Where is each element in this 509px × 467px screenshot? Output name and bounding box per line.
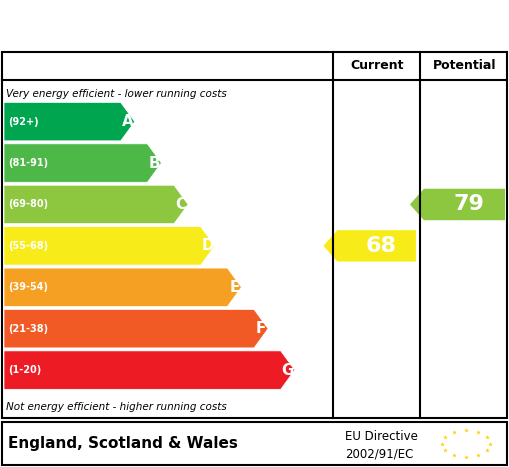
Polygon shape xyxy=(323,230,416,262)
Text: E: E xyxy=(229,280,240,295)
Text: England, Scotland & Wales: England, Scotland & Wales xyxy=(8,436,238,451)
Text: A: A xyxy=(122,114,133,129)
Text: (81-91): (81-91) xyxy=(8,158,48,168)
Text: D: D xyxy=(202,238,214,254)
Polygon shape xyxy=(4,310,268,348)
Text: 68: 68 xyxy=(365,236,396,256)
Text: Potential: Potential xyxy=(433,59,496,72)
Text: Not energy efficient - higher running costs: Not energy efficient - higher running co… xyxy=(6,402,227,412)
Polygon shape xyxy=(4,185,188,224)
Polygon shape xyxy=(4,102,135,141)
Polygon shape xyxy=(4,144,161,182)
Text: Current: Current xyxy=(350,59,404,72)
Text: B: B xyxy=(149,156,160,170)
Text: (92+): (92+) xyxy=(8,117,39,127)
Text: Energy Efficiency Rating: Energy Efficiency Rating xyxy=(15,15,322,35)
Text: Very energy efficient - lower running costs: Very energy efficient - lower running co… xyxy=(6,90,227,99)
Text: F: F xyxy=(256,321,266,336)
Text: (1-20): (1-20) xyxy=(8,365,41,375)
Text: EU Directive: EU Directive xyxy=(345,430,418,443)
Text: (69-80): (69-80) xyxy=(8,199,48,210)
Polygon shape xyxy=(4,351,295,389)
Polygon shape xyxy=(4,268,241,306)
Text: G: G xyxy=(281,362,294,378)
Text: (21-38): (21-38) xyxy=(8,324,48,334)
Polygon shape xyxy=(410,189,505,220)
Text: 2002/91/EC: 2002/91/EC xyxy=(345,447,413,460)
Polygon shape xyxy=(4,226,215,265)
Text: C: C xyxy=(176,197,187,212)
Text: (55-68): (55-68) xyxy=(8,241,48,251)
Text: 79: 79 xyxy=(453,194,484,214)
Text: (39-54): (39-54) xyxy=(8,282,48,292)
